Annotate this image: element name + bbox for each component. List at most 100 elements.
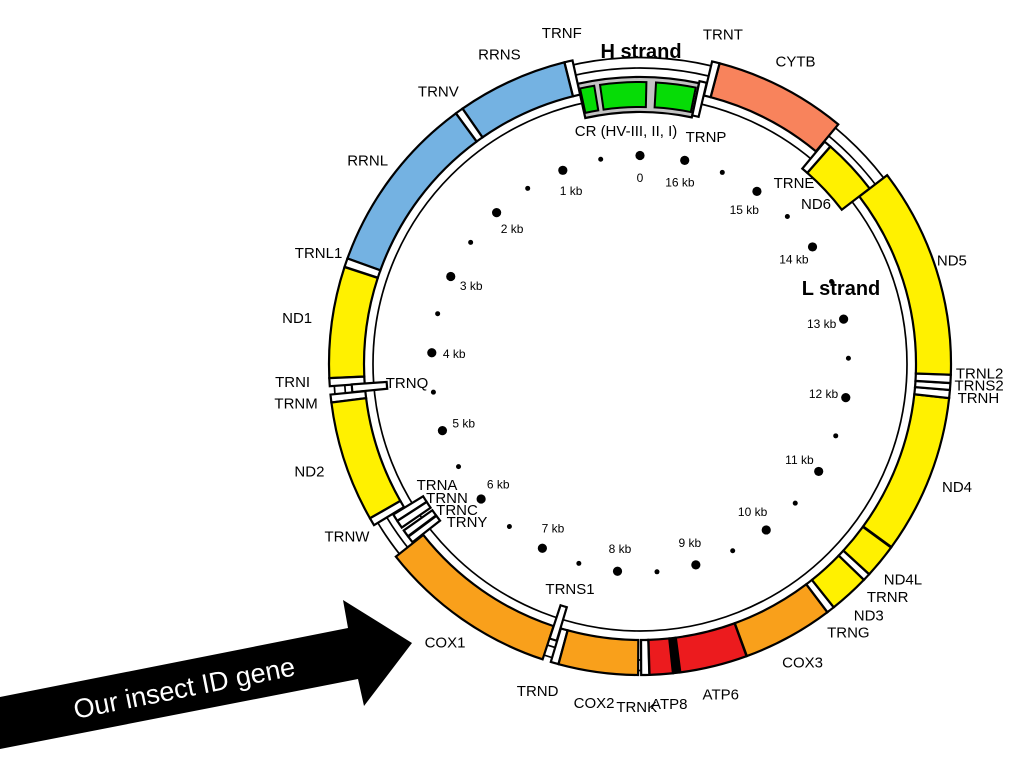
cr-segment-hv-i	[653, 81, 697, 114]
h-strand-label: H strand	[600, 41, 681, 63]
kb-tick-label: 2 kb	[501, 222, 524, 236]
kb-tick-label: 13 kb	[807, 317, 837, 331]
gene-trnf-label: TRNF	[542, 25, 582, 42]
gene-nd2-label: ND2	[294, 463, 324, 480]
kb-tick-label: 1 kb	[560, 184, 583, 198]
gene-nd1-label: ND1	[282, 310, 312, 327]
kb-tick-dot	[435, 311, 441, 317]
kb-tick-dot	[437, 426, 448, 436]
kb-tick-dot	[476, 494, 486, 504]
gene-cox1-label: COX1	[425, 635, 466, 652]
gene-nd1-arc	[327, 265, 380, 380]
kb-tick-dot	[654, 569, 660, 575]
gene-cytb-label: CYTB	[776, 54, 816, 71]
kb-tick-dot	[784, 213, 790, 219]
gene-nd6-label: ND6	[801, 196, 831, 213]
gene-cox1-arc	[394, 533, 555, 661]
gene-trnt-label: TRNT	[703, 26, 743, 43]
gene-trnq-label: TRNQ	[386, 375, 429, 392]
gene-rrnl-arc	[346, 111, 479, 272]
kb-tick-dot	[506, 524, 512, 530]
kb-tick-dot	[691, 560, 701, 570]
gene-cytb-arc	[709, 62, 840, 153]
kb-tick-dot	[807, 242, 818, 252]
kb-tick-label: 10 kb	[738, 505, 768, 519]
gene-nd3-label: ND3	[854, 608, 884, 625]
kb-tick-label: 15 kb	[730, 203, 760, 217]
kb-tick-label: 6 kb	[487, 477, 510, 491]
gene-trnk-label: TRNK	[616, 699, 657, 716]
gene-trnp-arc	[691, 79, 709, 119]
gene-cox2-arc	[557, 629, 640, 677]
kb-tick-label: 0	[637, 171, 644, 185]
gene-trni-label: TRNI	[275, 374, 310, 391]
gene-trnd-label: TRND	[517, 683, 559, 700]
annotation-arrow: Our insect ID gene	[0, 600, 412, 749]
kb-tick-label: 8 kb	[609, 542, 632, 556]
kb-tick-label: 4 kb	[443, 347, 466, 361]
gene-trna-label: TRNA	[417, 477, 458, 494]
annotation-arrow-shape	[0, 600, 412, 749]
kb-tick-dot	[792, 500, 798, 506]
kb-tick-dot	[525, 185, 531, 191]
gene-atp6-arc	[674, 621, 748, 674]
gene-nd5-label: ND5	[937, 253, 967, 270]
gene-trnq-arc	[350, 380, 389, 394]
kb-tick-label: 16 kb	[665, 175, 695, 189]
gene-trnl2-label: TRNL2	[956, 365, 1004, 382]
cr-segment-hv-ii	[598, 81, 648, 111]
kb-tick-dot	[814, 466, 824, 477]
kb-tick-dot	[841, 393, 851, 403]
kb-tick-dot	[576, 560, 582, 566]
cr-segment-hv-iii	[578, 84, 600, 115]
kb-tick-dot	[612, 566, 623, 576]
gene-trng-label: TRNG	[827, 625, 870, 642]
gene-atp8-label: ATP8	[651, 696, 687, 713]
gene-nd4-arc	[861, 393, 951, 549]
kb-tick-dot	[839, 314, 849, 324]
kb-tick-label: 5 kb	[452, 416, 475, 430]
kb-tick-dot	[558, 165, 568, 175]
gene-nd4-label: ND4	[942, 479, 972, 496]
kb-tick-dot	[456, 464, 462, 470]
gene-trny-arc	[406, 514, 442, 544]
gene-trne-label: TRNE	[774, 175, 815, 192]
gene-trns2-label: TRNS2	[955, 378, 1004, 395]
gene-trnr-label: TRNR	[867, 589, 909, 606]
gene-nd4l-label: ND4L	[884, 572, 922, 589]
kb-tick-label: 14 kb	[779, 253, 809, 267]
kb-tick-dot	[427, 348, 437, 358]
kb-tick-dot	[635, 150, 645, 161]
gene-trns1-label: TRNS1	[545, 581, 594, 598]
kb-tick-dot	[680, 155, 690, 165]
kb-tick-label: 7 kb	[542, 521, 565, 535]
kb-tick-dot	[430, 389, 436, 395]
gene-nd5-arc	[857, 173, 953, 376]
gene-trnm-label: TRNM	[274, 396, 317, 413]
kb-tick-dot	[446, 271, 456, 282]
kb-tick-dot	[468, 239, 474, 245]
kb-tick-dot	[828, 279, 834, 285]
gene-rrns-label: RRNS	[478, 46, 521, 63]
kb-tick-dot	[752, 186, 762, 196]
gene-trnn-arc	[395, 500, 433, 530]
gene-trnc-label: TRNC	[436, 502, 478, 519]
kb-tick-label: 3 kb	[460, 279, 483, 293]
gene-trnp-label: TRNP	[686, 129, 727, 146]
kb-tick-label: 12 kb	[809, 387, 839, 401]
kb-tick-dot	[492, 208, 502, 218]
kb-tick-dot	[598, 156, 604, 162]
kb-tick-label: 9 kb	[678, 536, 701, 550]
gene-trny-label: TRNY	[447, 514, 488, 531]
genome-diagram-layer: 0 1 kb 2 kb 3 kb 4 kb 5 kb 6 kb 7 kb 8 kb 9 kb 10 …	[274, 25, 1003, 716]
gene-trnh-label: TRNH	[958, 390, 1000, 407]
kb-tick-dot	[761, 525, 771, 535]
gene-atp6-label: ATP6	[703, 686, 739, 703]
l-strand-label: L strand	[802, 278, 881, 300]
kb-tick-dot	[719, 169, 725, 175]
kb-tick-dot	[730, 548, 736, 554]
gene-trnn-label: TRNN	[426, 490, 468, 507]
kb-tick-dot	[537, 543, 547, 553]
gene-trnl1-label: TRNL1	[295, 245, 343, 262]
